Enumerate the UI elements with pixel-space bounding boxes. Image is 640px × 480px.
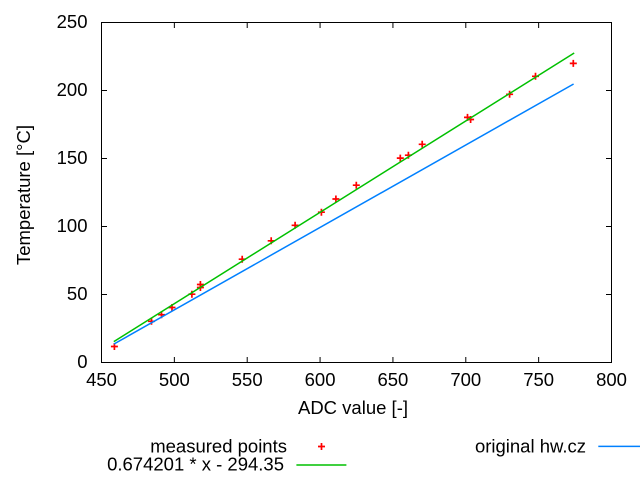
svg-text:700: 700 [450,369,481,390]
svg-text:original hw.cz: original hw.cz [475,436,586,457]
svg-text:650: 650 [377,369,408,390]
svg-text:100: 100 [57,215,88,236]
svg-text:Temperature [°C]: Temperature [°C] [13,125,34,265]
svg-text:800: 800 [596,369,627,390]
svg-text:500: 500 [159,369,190,390]
svg-text:150: 150 [57,147,88,168]
svg-text:ADC value [-]: ADC value [-] [298,397,408,418]
svg-text:0: 0 [77,351,87,372]
svg-text:200: 200 [57,79,88,100]
svg-text:600: 600 [305,369,336,390]
svg-text:250: 250 [57,11,88,32]
svg-text:550: 550 [232,369,263,390]
svg-text:measured points: measured points [150,436,287,457]
svg-text:50: 50 [67,283,88,304]
svg-text:750: 750 [523,369,554,390]
svg-text:450: 450 [86,369,117,390]
svg-text:0.674201 * x - 294.35: 0.674201 * x - 294.35 [107,454,284,475]
